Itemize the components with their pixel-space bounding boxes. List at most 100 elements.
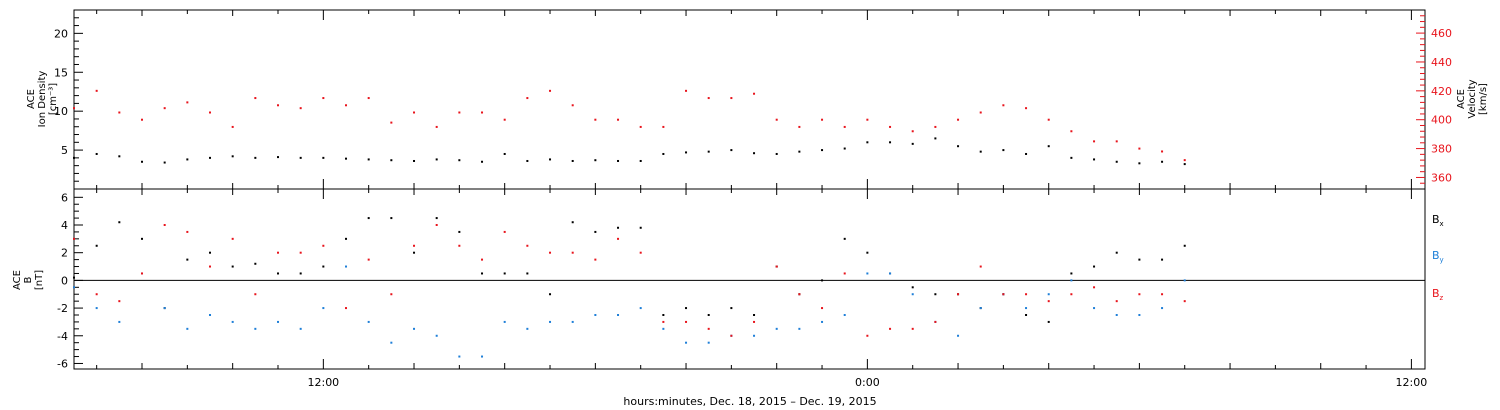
data-point (662, 327, 665, 330)
velocity-axis: 360 380 400 420 440 460 (1416, 15, 1452, 184)
data-point (1093, 140, 1096, 143)
data-point (1093, 158, 1096, 161)
velocity-axis-label-line1: ACE (1456, 89, 1467, 109)
data-point (526, 159, 529, 162)
data-point (118, 155, 121, 158)
data-point (866, 118, 869, 121)
data-point (594, 118, 597, 121)
data-point (957, 293, 960, 296)
data-point (322, 307, 325, 310)
data-point (1138, 162, 1141, 165)
velocity-axis-label-line2: Velocity (1467, 79, 1478, 118)
data-point (95, 244, 98, 247)
data-point (843, 237, 846, 240)
data-point (526, 244, 529, 247)
data-point (503, 320, 506, 323)
data-point (685, 341, 688, 344)
data-point (730, 334, 733, 337)
data-point (1025, 293, 1028, 296)
data-point (481, 258, 484, 261)
data-point (73, 156, 75, 159)
time-tick-label: 12:00 (1396, 376, 1428, 389)
data-point (730, 307, 733, 310)
data-point (571, 221, 574, 224)
field-axis-label-line3: [nT] (34, 270, 45, 290)
data-point (481, 355, 484, 358)
data-point (231, 265, 234, 268)
data-point (775, 118, 778, 121)
data-point (322, 244, 325, 247)
data-point (1138, 314, 1141, 316)
data-point (957, 334, 960, 337)
data-point (1002, 293, 1005, 296)
data-point (390, 159, 393, 162)
data-point (209, 251, 212, 254)
data-point (934, 137, 937, 140)
data-point (979, 111, 982, 114)
data-point (345, 307, 348, 310)
data-point (549, 251, 552, 254)
data-point (843, 272, 846, 275)
data-point (549, 320, 552, 323)
data-point (662, 320, 665, 323)
data-point (1093, 307, 1096, 310)
data-point (435, 224, 438, 226)
data-point (1025, 314, 1028, 316)
time-tick-label: 12:00 (307, 376, 339, 389)
data-point (639, 307, 642, 310)
top-data-points (73, 89, 1186, 166)
data-point (141, 118, 144, 121)
data-point (1161, 150, 1164, 153)
data-point (934, 320, 937, 323)
data-point (707, 341, 710, 344)
data-point (141, 237, 144, 240)
data-point (1070, 156, 1073, 159)
data-point (1070, 272, 1073, 275)
data-point (571, 251, 574, 254)
data-point (186, 258, 189, 261)
data-point (775, 327, 778, 330)
velocity-tick-label: 380 (1431, 143, 1452, 156)
data-point (821, 279, 824, 282)
data-point (617, 118, 620, 121)
data-point (367, 97, 370, 100)
data-point (617, 237, 620, 240)
data-point (753, 92, 756, 95)
data-point (1138, 293, 1141, 296)
bottom-time-ticks (96, 189, 1412, 369)
data-point (662, 125, 665, 128)
data-point (1161, 160, 1164, 163)
data-point (435, 217, 438, 220)
data-point (1115, 140, 1118, 143)
data-point (73, 107, 75, 110)
bottom-panel: -6 -4 -2 0 2 4 6 ACE B [nT] Bx By Bz (12, 188, 1444, 370)
data-point (435, 334, 438, 337)
data-point (1183, 300, 1186, 303)
data-point (1183, 159, 1186, 162)
data-point (367, 217, 370, 220)
data-point (277, 272, 280, 275)
data-point (299, 107, 302, 110)
data-point (934, 293, 937, 296)
data-point (503, 272, 506, 275)
data-point (299, 156, 302, 159)
data-point (413, 111, 416, 114)
top-time-ticks (96, 10, 1412, 189)
data-point (413, 251, 416, 254)
field-tick-label: -4 (57, 330, 68, 343)
data-point (209, 314, 212, 316)
data-point (503, 230, 506, 233)
data-point (1047, 320, 1050, 323)
data-point (435, 125, 438, 128)
data-point (367, 158, 370, 161)
data-point (141, 272, 144, 275)
data-point (209, 111, 212, 114)
data-point (322, 265, 325, 268)
data-point (1115, 251, 1118, 254)
data-point (1115, 300, 1118, 303)
data-point (503, 118, 506, 121)
density-tick-label: 15 (54, 66, 68, 79)
data-point (118, 111, 121, 114)
data-point (141, 160, 144, 163)
